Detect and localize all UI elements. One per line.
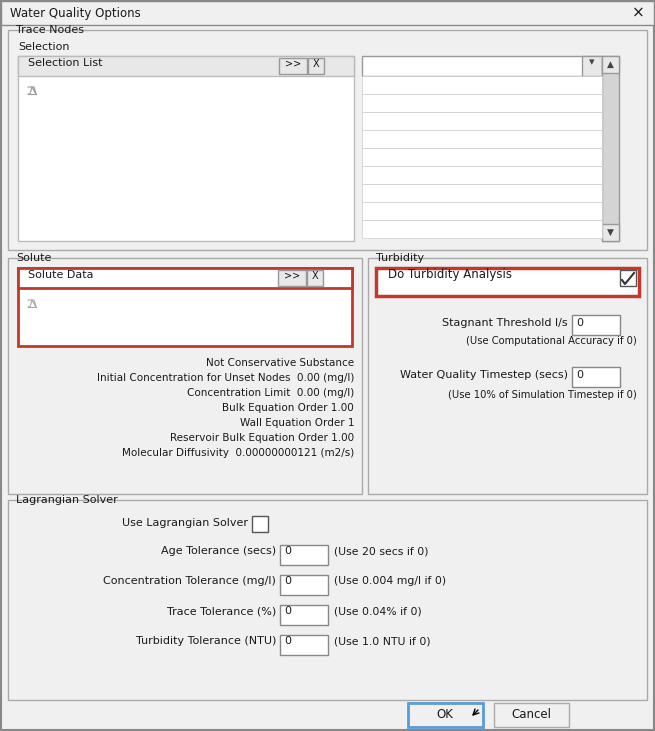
Bar [280,635,328,655]
Bar [280,605,328,625]
Text: Turbidity Tolerance (NTU): Turbidity Tolerance (NTU) [136,636,276,646]
Text: 0: 0 [284,546,291,556]
Bar [362,76,602,94]
Text: Lagrangian Solver: Lagrangian Solver [16,495,118,505]
Bar [8,500,647,700]
Text: Solute Data: Solute Data [28,270,94,280]
Bar [278,270,306,286]
Bar [18,268,352,288]
Text: X: X [313,59,320,69]
Text: Not Conservative Substance: Not Conservative Substance [206,358,354,368]
Bar [18,56,354,241]
Bar [582,56,602,76]
Text: Concentration Limit  0.00 (mg/l): Concentration Limit 0.00 (mg/l) [187,388,354,398]
Text: Use Lagrangian Solver: Use Lagrangian Solver [122,518,248,528]
Text: Molecular Diffusivity  0.00000000121 (m2/s): Molecular Diffusivity 0.00000000121 (m2/… [122,448,354,458]
Bar [408,703,483,727]
Text: ▼: ▼ [607,228,614,237]
Text: 0: 0 [284,606,291,616]
Bar [362,94,602,112]
Bar [572,367,620,387]
Text: Solute: Solute [16,253,51,263]
Bar [362,148,602,166]
Text: Stagnant Threshold l/s: Stagnant Threshold l/s [442,318,568,328]
Text: ▾: ▾ [589,57,595,67]
Text: 0: 0 [284,636,291,646]
Text: Selection: Selection [18,42,69,52]
Text: >>: >> [285,59,301,69]
Bar [362,220,602,238]
Bar [308,58,324,74]
Text: X: X [312,271,318,281]
Text: 0: 0 [576,370,583,380]
Text: Trace Nodes: Trace Nodes [16,25,84,35]
Bar [362,56,602,76]
Text: ▲: ▲ [607,60,614,69]
Text: (Use 10% of Simulation Timestep if 0): (Use 10% of Simulation Timestep if 0) [448,390,637,400]
Bar [279,58,307,74]
Text: Trace Tolerance (%): Trace Tolerance (%) [167,606,276,616]
Text: >>: >> [284,271,300,281]
Bar [362,202,602,220]
Text: Water Quality Timestep (secs): Water Quality Timestep (secs) [400,370,568,380]
Text: Bulk Equation Order 1.00: Bulk Equation Order 1.00 [222,403,354,413]
Bar [362,166,602,184]
Bar [362,184,602,202]
Bar [8,258,362,494]
Text: OK: OK [437,708,453,721]
Bar [280,575,328,595]
Bar [307,270,323,286]
Text: Concentration Tolerance (mg/l): Concentration Tolerance (mg/l) [103,576,276,586]
Text: (Use 20 secs if 0): (Use 20 secs if 0) [334,546,428,556]
Text: Selection List: Selection List [28,58,102,68]
Bar [252,516,268,532]
Bar [362,112,602,130]
Text: Reservoir Bulk Equation Order 1.00: Reservoir Bulk Equation Order 1.00 [170,433,354,443]
Bar [620,270,636,286]
Bar [376,268,639,296]
Text: Water Quality Options: Water Quality Options [10,7,141,20]
Text: (Use Computational Accuracy if 0): (Use Computational Accuracy if 0) [466,336,637,346]
Text: Age Tolerance (secs): Age Tolerance (secs) [161,546,276,556]
Text: Do Turbidity Analysis: Do Turbidity Analysis [388,268,512,281]
Text: Cancel: Cancel [511,708,551,721]
Text: Wall Equation Order 1: Wall Equation Order 1 [240,418,354,428]
Text: 0: 0 [284,576,291,586]
Text: Initial Concentration for Unset Nodes  0.00 (mg/l): Initial Concentration for Unset Nodes 0.… [97,373,354,383]
Bar [280,545,328,565]
Bar [18,56,354,76]
Bar [572,315,620,335]
Bar [1,1,654,25]
Bar [494,703,569,727]
Bar [602,224,619,241]
Bar [8,30,647,250]
Bar [362,130,602,148]
Text: (Use 0.04% if 0): (Use 0.04% if 0) [334,606,422,616]
Bar [602,56,619,73]
Bar [18,268,352,346]
Text: Turbidity: Turbidity [376,253,424,263]
Bar [602,56,619,241]
Text: 0: 0 [576,318,583,328]
Text: (Use 1.0 NTU if 0): (Use 1.0 NTU if 0) [334,636,430,646]
Text: ×: × [631,6,645,20]
Bar [368,258,647,494]
Text: (Use 0.004 mg/l if 0): (Use 0.004 mg/l if 0) [334,576,446,586]
